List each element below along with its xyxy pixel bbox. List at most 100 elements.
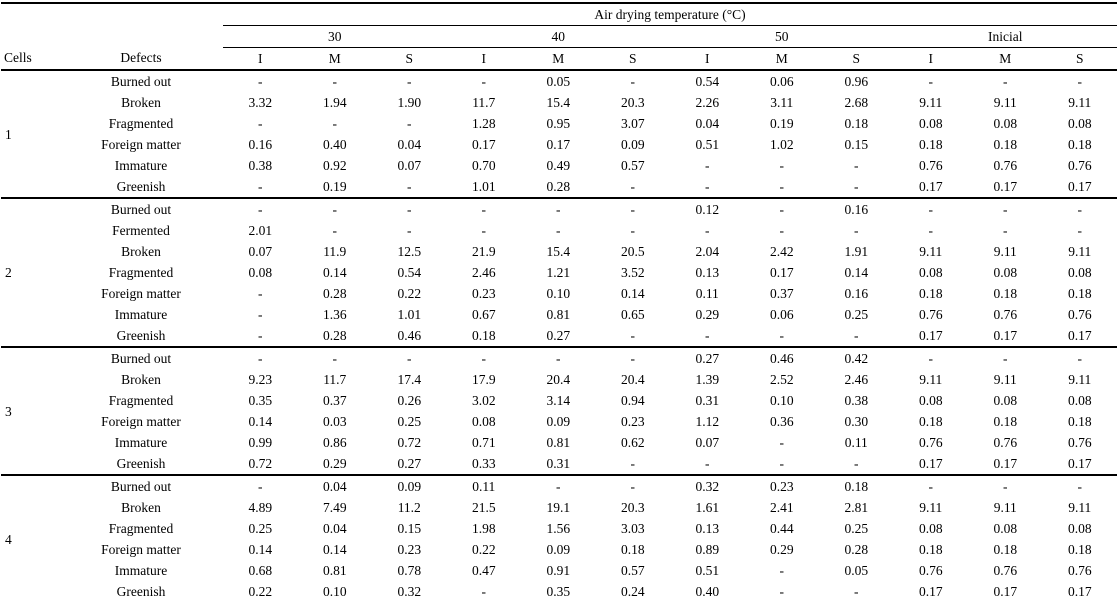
value-cell: 0.18 (1067, 542, 1092, 557)
value-cell: 1.91 (844, 244, 869, 259)
subcol-header-s: S (819, 47, 894, 71)
value-cell: 0.04 (397, 137, 422, 152)
value-cell: 0.37 (322, 393, 347, 408)
value-cell: 0.08 (1067, 265, 1092, 280)
value-cell: 0.37 (769, 286, 794, 301)
value-cell: 0.54 (397, 265, 422, 280)
subcol-header-m: M (968, 47, 1043, 71)
value-cell: 0.17 (546, 137, 571, 152)
value-cell: 0.54 (695, 74, 720, 89)
value-cell: - (779, 435, 785, 450)
value-cell: - (407, 179, 412, 194)
value-cell: 0.27 (695, 351, 720, 366)
value-cell: 2.01 (248, 223, 273, 238)
cell-number: 4 (5, 531, 12, 547)
value-cell: - (630, 202, 636, 217)
value-cell: 2.04 (695, 244, 720, 259)
value-cell: 0.03 (322, 414, 347, 429)
value-cell: 0.95 (546, 116, 571, 131)
value-cell: - (854, 223, 859, 238)
value-cell: 0.38 (248, 158, 273, 173)
value-cell: 0.23 (620, 414, 645, 429)
value-cell: 0.89 (695, 542, 720, 557)
defect-label: Broken (121, 500, 161, 515)
value-cell: 0.04 (322, 479, 347, 494)
value-cell: 9.11 (919, 372, 943, 387)
value-cell: 0.18 (844, 479, 869, 494)
value-cell: 0.76 (993, 158, 1018, 173)
value-cell: 0.67 (471, 307, 496, 322)
value-cell: 0.35 (546, 584, 571, 597)
value-cell: - (556, 479, 561, 494)
value-cell: 0.29 (322, 456, 347, 471)
defect-label: Immature (114, 158, 168, 173)
cell-section: 4 Burned out - 0.04 0.09 0.11 - - 0.32 0.23 0.18 - -… (1, 475, 1117, 597)
value-cell: 0.18 (1067, 414, 1092, 429)
value-cell: 0.23 (769, 479, 794, 494)
value-cell: 0.18 (844, 116, 869, 131)
value-cell: - (705, 179, 710, 194)
value-cell: 19.1 (546, 500, 571, 515)
value-cell: - (779, 223, 785, 238)
value-cell: 0.27 (397, 456, 422, 471)
value-cell: - (779, 563, 785, 578)
cell-number: 1 (5, 126, 12, 142)
table-row: Foreign matter 0.14 0.03 0.25 0.08 0.09 0.23 1.… (1, 411, 1117, 432)
value-cell: - (630, 328, 636, 343)
value-cell: 1.28 (471, 116, 496, 131)
value-cell: - (928, 202, 934, 217)
value-cell: 0.07 (397, 158, 422, 173)
header-row-subcols: I M S I M S I M S I M S (1, 47, 1117, 71)
value-cell: 1.90 (397, 95, 422, 110)
defect-label: Foreign matter (101, 414, 181, 429)
defect-label: Foreign matter (101, 286, 181, 301)
value-cell: 0.18 (993, 137, 1018, 152)
value-cell: - (258, 351, 263, 366)
value-cell: 0.05 (546, 74, 571, 89)
cell-section: 2 Burned out - - - - - - 0.12 - 0.16 - - - Fermented 2.… (1, 198, 1117, 347)
value-cell: 9.11 (919, 244, 943, 259)
subcol-header-m: M (521, 47, 596, 71)
group-header-40: 40 (446, 25, 670, 48)
value-cell: - (630, 74, 636, 89)
value-cell: 0.38 (844, 393, 869, 408)
table-row: Foreign matter - 0.28 0.22 0.23 0.10 0.14 0.11 0… (1, 283, 1117, 304)
value-cell: 0.51 (695, 563, 720, 578)
value-cell: 0.09 (397, 479, 422, 494)
value-cell: 0.96 (844, 74, 869, 89)
value-cell: 0.81 (546, 435, 571, 450)
value-cell: 3.52 (620, 265, 645, 280)
value-cell: 0.72 (397, 435, 422, 450)
value-cell: 0.28 (844, 542, 869, 557)
value-cell: - (928, 479, 934, 494)
value-cell: 0.09 (546, 414, 571, 429)
value-cell: 0.22 (397, 286, 422, 301)
defect-label: Greenish (116, 456, 166, 471)
defect-label: Greenish (116, 328, 166, 343)
value-cell: - (407, 74, 412, 89)
value-cell: 2.46 (844, 372, 869, 387)
value-cell: 3.11 (770, 95, 794, 110)
value-cell: 0.24 (620, 584, 645, 597)
value-cell: 0.08 (918, 116, 943, 131)
value-cell: 0.17 (769, 265, 794, 280)
value-cell: 0.17 (1067, 456, 1092, 471)
defects-column-header: Defects (59, 3, 223, 71)
value-cell: - (928, 351, 934, 366)
value-cell: 0.94 (620, 393, 645, 408)
cell-section: 3 Burned out - - - - - - 0.27 0.46 0.42 - - - Broken 9.… (1, 347, 1117, 475)
subcol-header-i: I (223, 47, 298, 71)
value-cell: 0.29 (769, 542, 794, 557)
value-cell: 0.17 (993, 584, 1018, 597)
table-row: Fragmented 0.35 0.37 0.26 3.02 3.14 0.94 0.31 0.… (1, 390, 1117, 411)
value-cell: 9.11 (919, 95, 943, 110)
value-cell: 11.9 (323, 244, 347, 259)
value-cell: 0.18 (918, 414, 943, 429)
value-cell: 1.01 (471, 179, 496, 194)
value-cell: 0.17 (918, 179, 943, 194)
value-cell: - (332, 223, 338, 238)
value-cell: 11.7 (472, 95, 496, 110)
value-cell: 0.08 (918, 521, 943, 536)
value-cell: - (630, 223, 636, 238)
value-cell: - (332, 116, 338, 131)
